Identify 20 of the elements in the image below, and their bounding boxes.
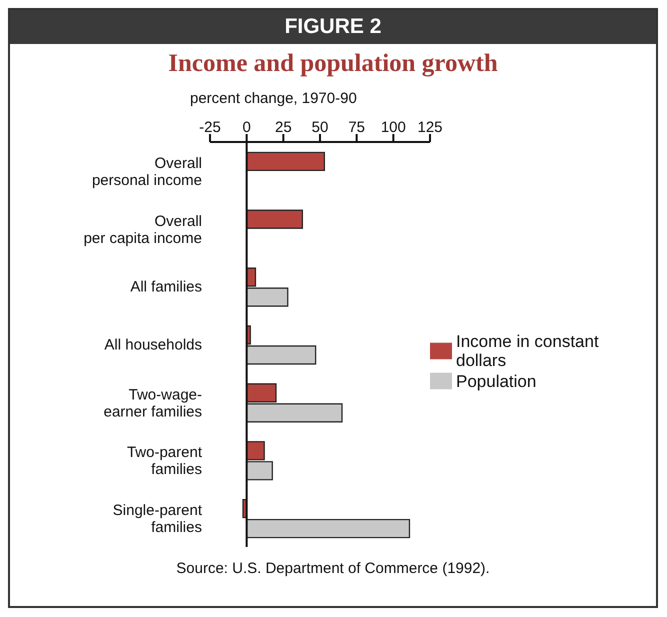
x-tick-label: 0 [242,119,251,136]
x-tick-label: 125 [417,119,443,136]
x-tick-label: 50 [312,119,328,136]
legend-label: Population [456,372,536,390]
x-tick-label: -25 [199,119,221,136]
y-tick-label: Overall personal income [92,154,202,189]
source-note: Source: U.S. Department of Commerce (1992). [175,560,491,577]
x-axis-title: percent change, 1970-90 [190,90,358,107]
y-tick-label: All families [130,278,202,296]
caption: FIGURE 2 [10,10,656,44]
y-tick-label: All households [104,336,202,354]
y-tick-label: Two-parent families [126,444,203,478]
y-tick-label: Overall per capita income [84,212,202,247]
y-tick-label: Single-parent families [112,502,203,536]
y-tick-label: Two-wage-earner families [104,386,202,420]
x-tick-label: 75 [348,119,366,136]
legend-label: Income in constant dollars [456,332,600,370]
x-tick-label: 100 [380,119,406,136]
x-tick-label: 25 [274,119,292,136]
chart-title: Income and population growth [167,50,499,78]
